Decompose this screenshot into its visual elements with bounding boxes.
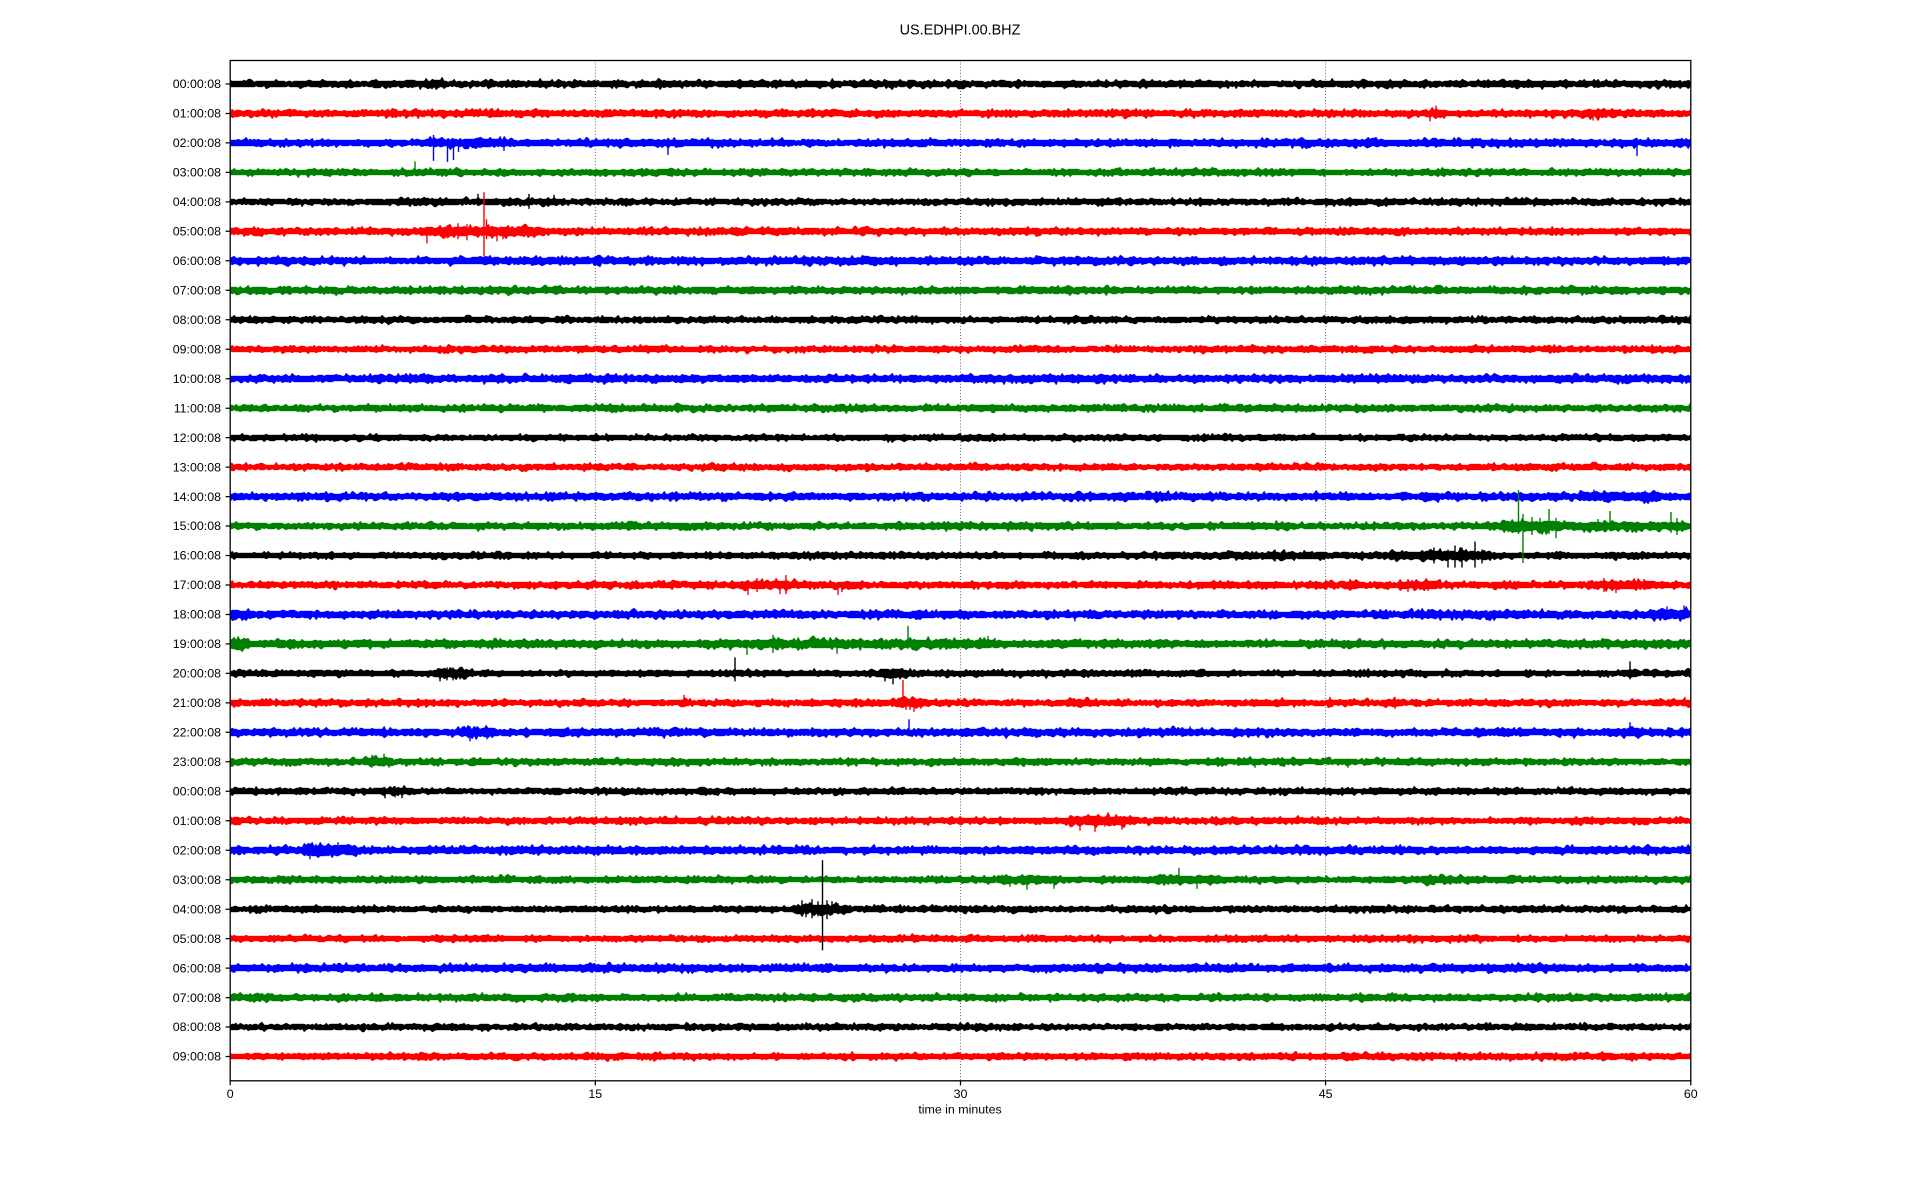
svg-text:60: 60 — [1684, 1087, 1698, 1101]
svg-text:06:00:08: 06:00:08 — [173, 254, 221, 268]
svg-text:00:00:08: 00:00:08 — [173, 785, 221, 799]
svg-text:18:00:08: 18:00:08 — [173, 608, 221, 622]
svg-text:02:00:08: 02:00:08 — [173, 843, 221, 857]
svg-text:07:00:08: 07:00:08 — [173, 991, 221, 1005]
svg-text:11:00:08: 11:00:08 — [174, 401, 221, 415]
svg-text:15: 15 — [588, 1087, 602, 1101]
svg-text:19:00:08: 19:00:08 — [173, 637, 221, 651]
svg-text:14:00:08: 14:00:08 — [173, 490, 221, 504]
svg-text:0: 0 — [227, 1087, 234, 1101]
svg-text:09:00:08: 09:00:08 — [173, 342, 221, 356]
svg-text:03:00:08: 03:00:08 — [173, 873, 221, 887]
svg-text:01:00:08: 01:00:08 — [173, 814, 221, 828]
svg-text:20:00:08: 20:00:08 — [173, 667, 221, 681]
svg-text:05:00:08: 05:00:08 — [173, 225, 221, 239]
svg-text:06:00:08: 06:00:08 — [173, 961, 221, 975]
svg-text:10:00:08: 10:00:08 — [173, 372, 221, 386]
svg-text:22:00:08: 22:00:08 — [173, 726, 221, 740]
svg-text:05:00:08: 05:00:08 — [173, 932, 221, 946]
svg-text:08:00:08: 08:00:08 — [173, 313, 221, 327]
svg-text:30: 30 — [954, 1087, 968, 1101]
svg-text:23:00:08: 23:00:08 — [173, 755, 221, 769]
svg-text:12:00:08: 12:00:08 — [173, 431, 221, 445]
svg-text:45: 45 — [1319, 1087, 1333, 1101]
svg-text:13:00:08: 13:00:08 — [173, 460, 221, 474]
svg-text:09:00:08: 09:00:08 — [173, 1050, 221, 1064]
svg-text:15:00:08: 15:00:08 — [173, 519, 221, 533]
svg-text:08:00:08: 08:00:08 — [173, 1020, 221, 1034]
svg-text:01:00:08: 01:00:08 — [173, 107, 221, 121]
svg-text:US.EDHPI.00.BHZ: US.EDHPI.00.BHZ — [900, 23, 1021, 39]
svg-text:04:00:08: 04:00:08 — [173, 902, 221, 916]
svg-text:16:00:08: 16:00:08 — [173, 549, 221, 563]
svg-text:03:00:08: 03:00:08 — [173, 166, 221, 180]
svg-text:17:00:08: 17:00:08 — [173, 578, 221, 592]
svg-text:00:00:08: 00:00:08 — [173, 77, 221, 91]
svg-text:21:00:08: 21:00:08 — [173, 696, 221, 710]
svg-text:04:00:08: 04:00:08 — [173, 195, 221, 209]
svg-text:02:00:08: 02:00:08 — [173, 136, 221, 150]
svg-text:07:00:08: 07:00:08 — [173, 284, 221, 298]
svg-text:time in minutes: time in minutes — [918, 1103, 1001, 1117]
